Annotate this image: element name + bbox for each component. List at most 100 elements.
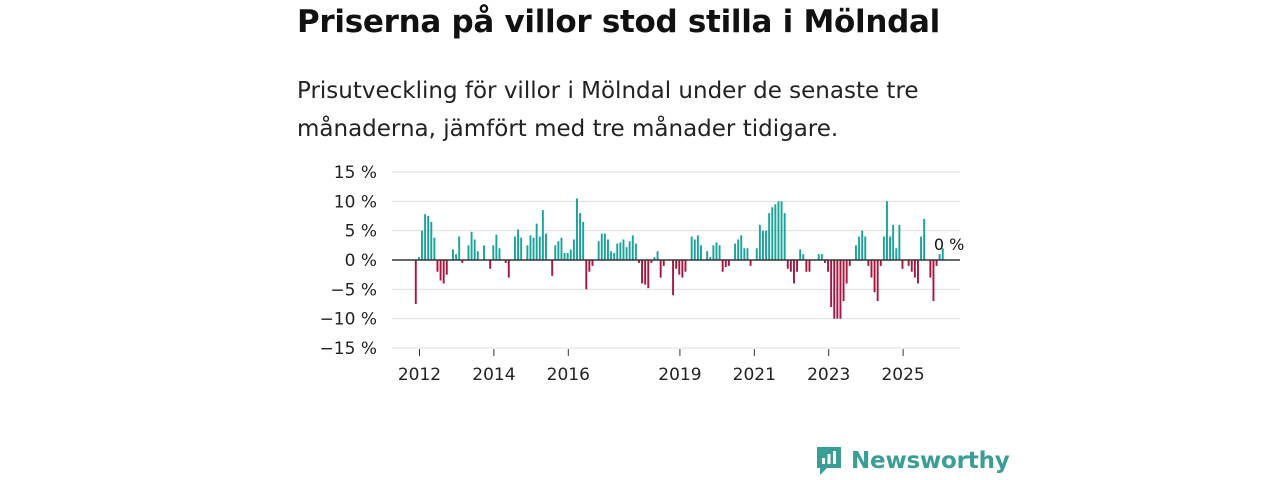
bar bbox=[907, 260, 910, 266]
bar bbox=[433, 237, 436, 260]
bar bbox=[560, 237, 563, 260]
bar bbox=[678, 260, 681, 275]
bar bbox=[476, 251, 479, 260]
bar bbox=[879, 260, 882, 266]
bar bbox=[864, 236, 867, 260]
bar bbox=[520, 237, 523, 260]
bar bbox=[858, 236, 861, 260]
bar bbox=[923, 218, 926, 260]
bar bbox=[780, 201, 783, 260]
bar bbox=[777, 201, 780, 260]
bar bbox=[470, 231, 473, 260]
bar bbox=[895, 248, 898, 260]
bar bbox=[755, 248, 758, 260]
y-tick-label: 15 % bbox=[334, 163, 377, 183]
bar bbox=[591, 260, 594, 266]
bar bbox=[504, 260, 507, 263]
y-tick-label: 0 % bbox=[345, 251, 377, 271]
bar bbox=[439, 260, 442, 281]
bar bbox=[715, 242, 718, 260]
bar bbox=[898, 224, 901, 260]
bar bbox=[579, 213, 582, 260]
bar bbox=[610, 251, 613, 260]
bar bbox=[793, 260, 795, 284]
bar bbox=[786, 260, 789, 269]
bar bbox=[724, 260, 727, 268]
bar bbox=[690, 236, 693, 260]
bar bbox=[498, 248, 501, 260]
bar bbox=[743, 248, 746, 260]
x-tick-label: 2021 bbox=[733, 365, 776, 385]
bar bbox=[588, 260, 591, 272]
bar bbox=[845, 260, 848, 284]
bar bbox=[917, 260, 919, 284]
x-tick-label: 2014 bbox=[472, 365, 515, 385]
bar bbox=[876, 260, 879, 302]
bar bbox=[855, 245, 857, 260]
bar bbox=[662, 260, 665, 266]
bar bbox=[861, 230, 864, 260]
bar bbox=[675, 260, 678, 269]
y-tick-label: −10 % bbox=[320, 310, 377, 330]
bar bbox=[473, 239, 476, 260]
bar bbox=[910, 260, 913, 272]
bar bbox=[585, 260, 588, 290]
bar bbox=[597, 241, 600, 260]
bar bbox=[628, 241, 631, 260]
bar bbox=[709, 257, 712, 260]
bar bbox=[467, 245, 470, 260]
bar bbox=[569, 249, 572, 260]
bar bbox=[693, 239, 696, 260]
bar bbox=[758, 224, 761, 260]
bar bbox=[901, 260, 904, 269]
bar bbox=[827, 260, 830, 272]
bar bbox=[613, 252, 616, 260]
bar bbox=[839, 260, 842, 319]
bar bbox=[749, 260, 752, 266]
bar bbox=[737, 239, 740, 260]
bar bbox=[892, 224, 895, 260]
bar bbox=[458, 236, 461, 260]
bar bbox=[938, 254, 941, 260]
bar bbox=[833, 260, 836, 319]
bar bbox=[799, 249, 802, 260]
bar bbox=[808, 260, 811, 272]
bar bbox=[417, 257, 420, 260]
end-value-label: 0 % bbox=[934, 235, 964, 254]
bar bbox=[566, 252, 569, 260]
bar bbox=[706, 251, 709, 260]
bar bbox=[495, 234, 498, 260]
bar bbox=[929, 260, 932, 278]
bar bbox=[461, 260, 464, 263]
x-tick-label: 2016 bbox=[547, 365, 590, 385]
bar bbox=[721, 260, 724, 272]
bar bbox=[483, 245, 485, 260]
bar bbox=[622, 239, 625, 260]
bar bbox=[882, 236, 885, 260]
bar bbox=[848, 260, 851, 266]
bar bbox=[805, 260, 808, 272]
bar bbox=[650, 260, 653, 263]
bar bbox=[817, 254, 820, 260]
bar bbox=[774, 204, 777, 260]
chart-subtitle: Prisutveckling för villor i Mölndal unde… bbox=[297, 78, 919, 142]
bar bbox=[452, 249, 454, 260]
bar bbox=[616, 243, 619, 260]
bar bbox=[427, 216, 430, 260]
bar bbox=[563, 252, 566, 260]
bar bbox=[572, 239, 575, 260]
newsworthy-logo[interactable]: Newsworthy bbox=[815, 446, 1010, 476]
bar bbox=[932, 260, 935, 302]
bar bbox=[625, 247, 628, 260]
bar bbox=[765, 230, 768, 260]
bar bbox=[436, 260, 439, 272]
x-tick-label: 2023 bbox=[807, 365, 850, 385]
bar bbox=[455, 254, 458, 260]
bar bbox=[718, 245, 721, 260]
bar bbox=[746, 248, 749, 260]
bar bbox=[873, 260, 876, 293]
bar bbox=[538, 236, 541, 260]
newsworthy-logo-text: Newsworthy bbox=[851, 448, 1010, 474]
bar bbox=[681, 260, 684, 278]
